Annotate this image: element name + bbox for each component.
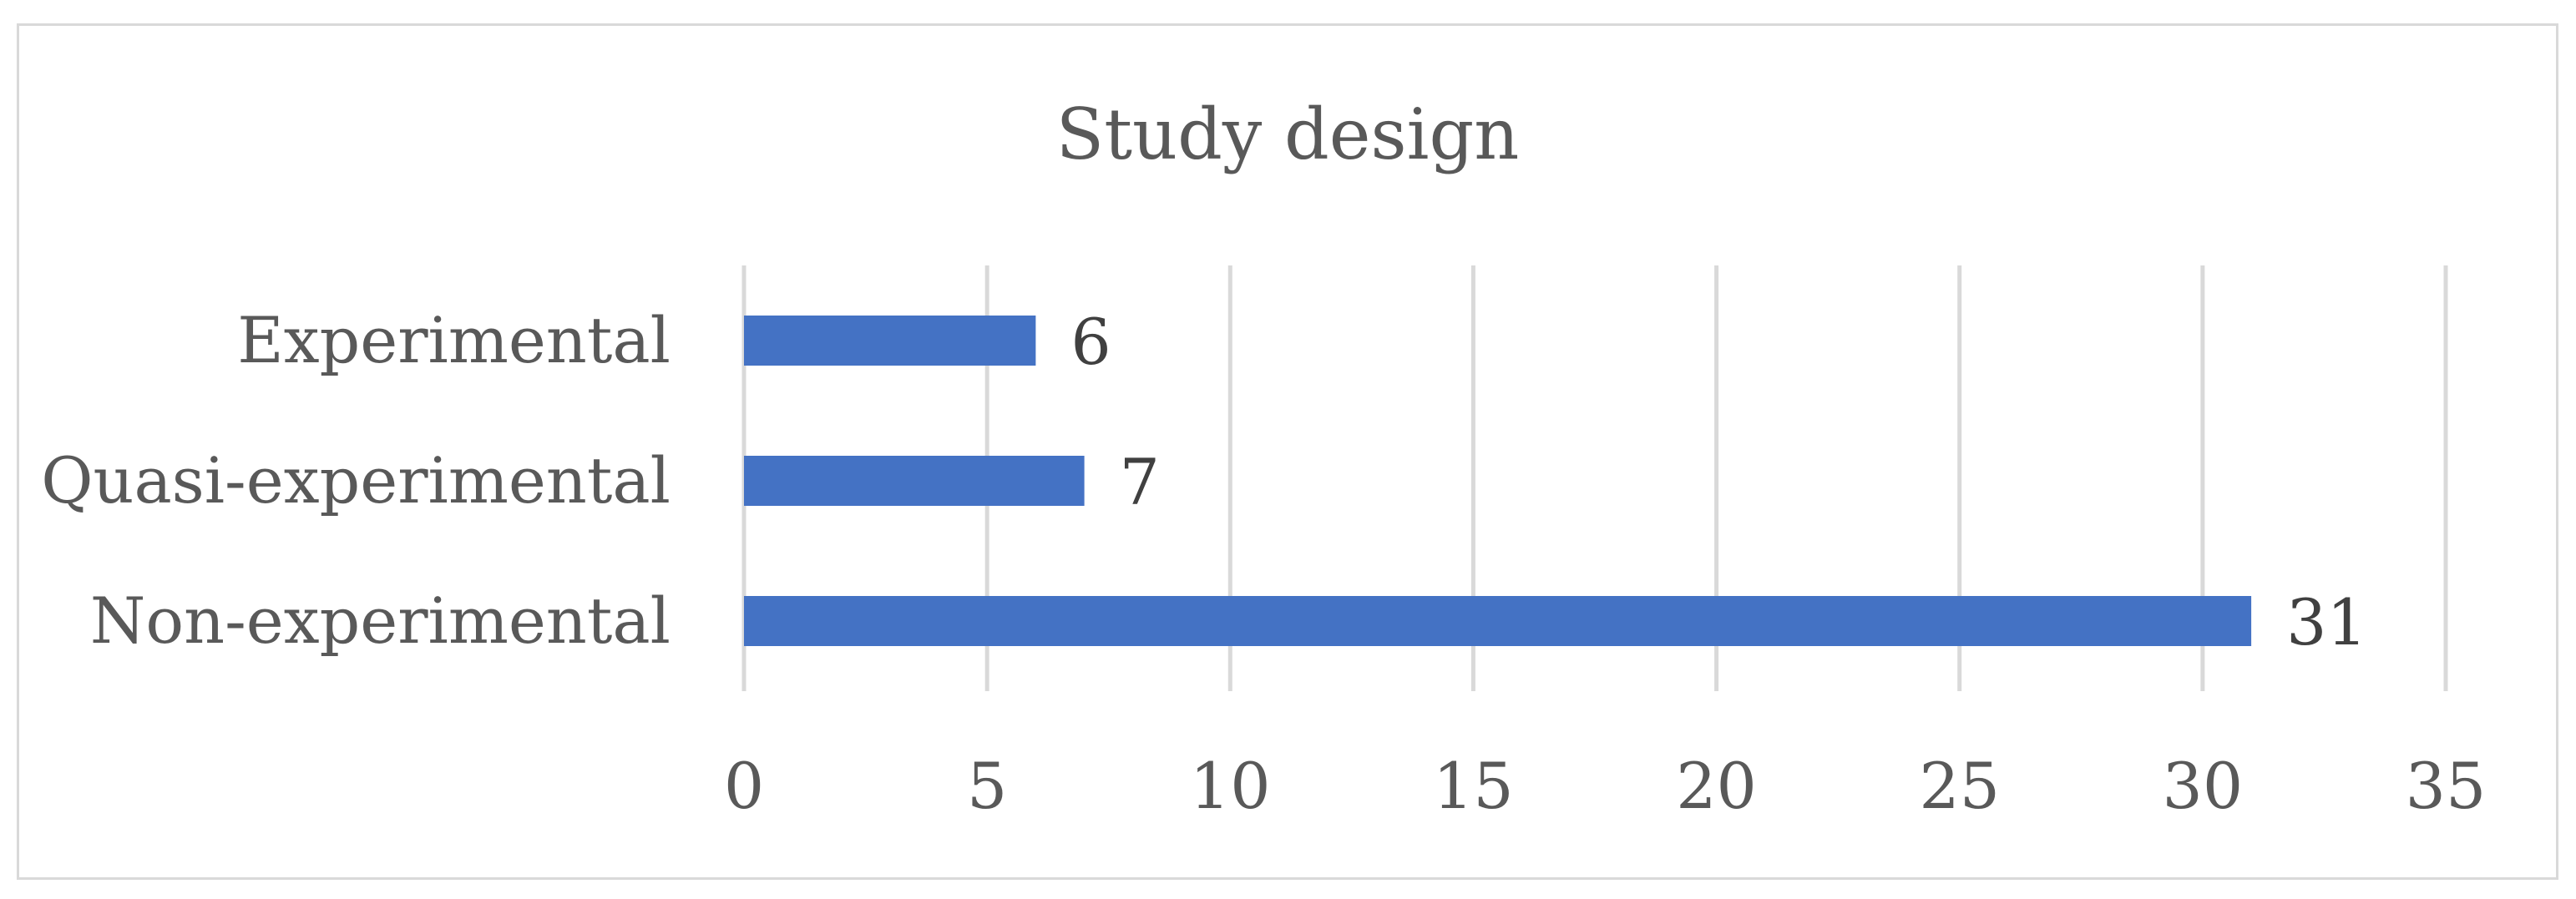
category-label-quasi-experimental: Quasi-experimental (41, 443, 671, 518)
category-labels: Experimental Quasi-experimental Non-experi… (41, 303, 671, 658)
category-label-experimental: Experimental (237, 303, 671, 377)
chart-title: Study design (1056, 93, 1520, 175)
chart-frame (17, 23, 2558, 880)
x-tick-label-25: 25 (1919, 749, 2000, 823)
bar-non-experimental (744, 596, 2252, 646)
x-axis-tick-labels: 0 5 10 15 20 25 30 35 (724, 749, 2487, 823)
category-label-non-experimental: Non-experimental (90, 583, 671, 658)
x-tick-label-5: 5 (967, 749, 1007, 823)
x-tick-label-30: 30 (2162, 749, 2243, 823)
x-tick-label-20: 20 (1676, 749, 1757, 823)
data-label-experimental: 6 (1070, 305, 1111, 379)
bars (744, 316, 2252, 646)
x-tick-label-10: 10 (1190, 749, 1271, 823)
x-tick-label-15: 15 (1433, 749, 1514, 823)
x-tick-label-0: 0 (724, 749, 764, 823)
data-label-quasi-experimental: 7 (1120, 445, 1160, 519)
data-label-non-experimental: 31 (2286, 585, 2367, 659)
bar-quasi-experimental (744, 456, 1085, 506)
x-tick-label-35: 35 (2406, 749, 2487, 823)
bar-experimental (744, 316, 1036, 366)
data-labels: 67 31 (1070, 305, 2366, 659)
